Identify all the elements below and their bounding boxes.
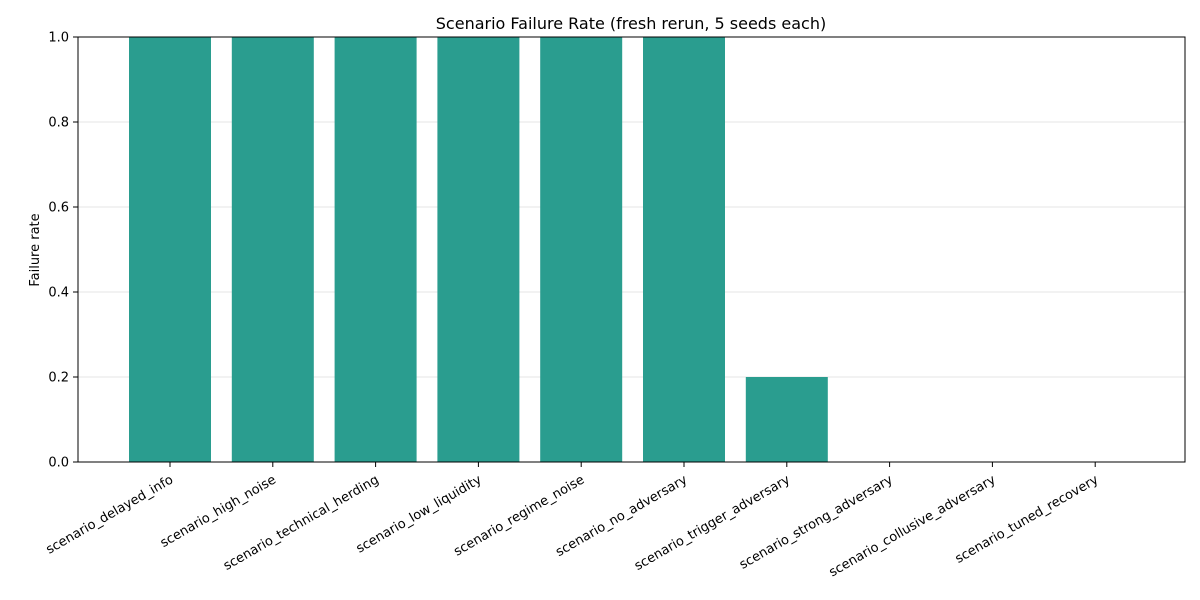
y-tick-label: 0.2 — [48, 371, 69, 386]
bars — [129, 37, 828, 462]
y-tick-label: 0.0 — [48, 456, 69, 471]
bar-scenario-low-liquidity — [437, 37, 520, 462]
bar-scenario-no-adversary — [643, 37, 725, 462]
bar-scenario-high-noise — [231, 37, 314, 462]
y-tick-label: 0.4 — [48, 286, 69, 301]
bar-scenario-regime-noise — [540, 37, 623, 462]
bar-scenario-technical-herding — [334, 37, 417, 462]
x-tick-label: scenario_collusive_adversary — [827, 472, 999, 580]
y-axis-ticks: 0.0 0.2 0.4 0.6 0.8 1.0 — [48, 31, 78, 471]
y-axis-label: Failure rate — [28, 213, 43, 286]
plot-frame — [77, 36, 1186, 463]
bar-scenario-delayed-info — [129, 37, 211, 462]
x-axis-ticks: scenario_delayed_infoscenario_high_noise… — [44, 462, 1101, 580]
y-tick-label: 0.6 — [48, 201, 69, 216]
x-tick-label: scenario_delayed_info — [44, 472, 176, 557]
chart-title: Scenario Failure Rate (fresh rerun, 5 se… — [436, 14, 826, 33]
y-tick-label: 1.0 — [48, 31, 69, 46]
y-tick-label: 0.8 — [48, 116, 69, 131]
bar-scenario-trigger-adversary — [745, 377, 828, 462]
